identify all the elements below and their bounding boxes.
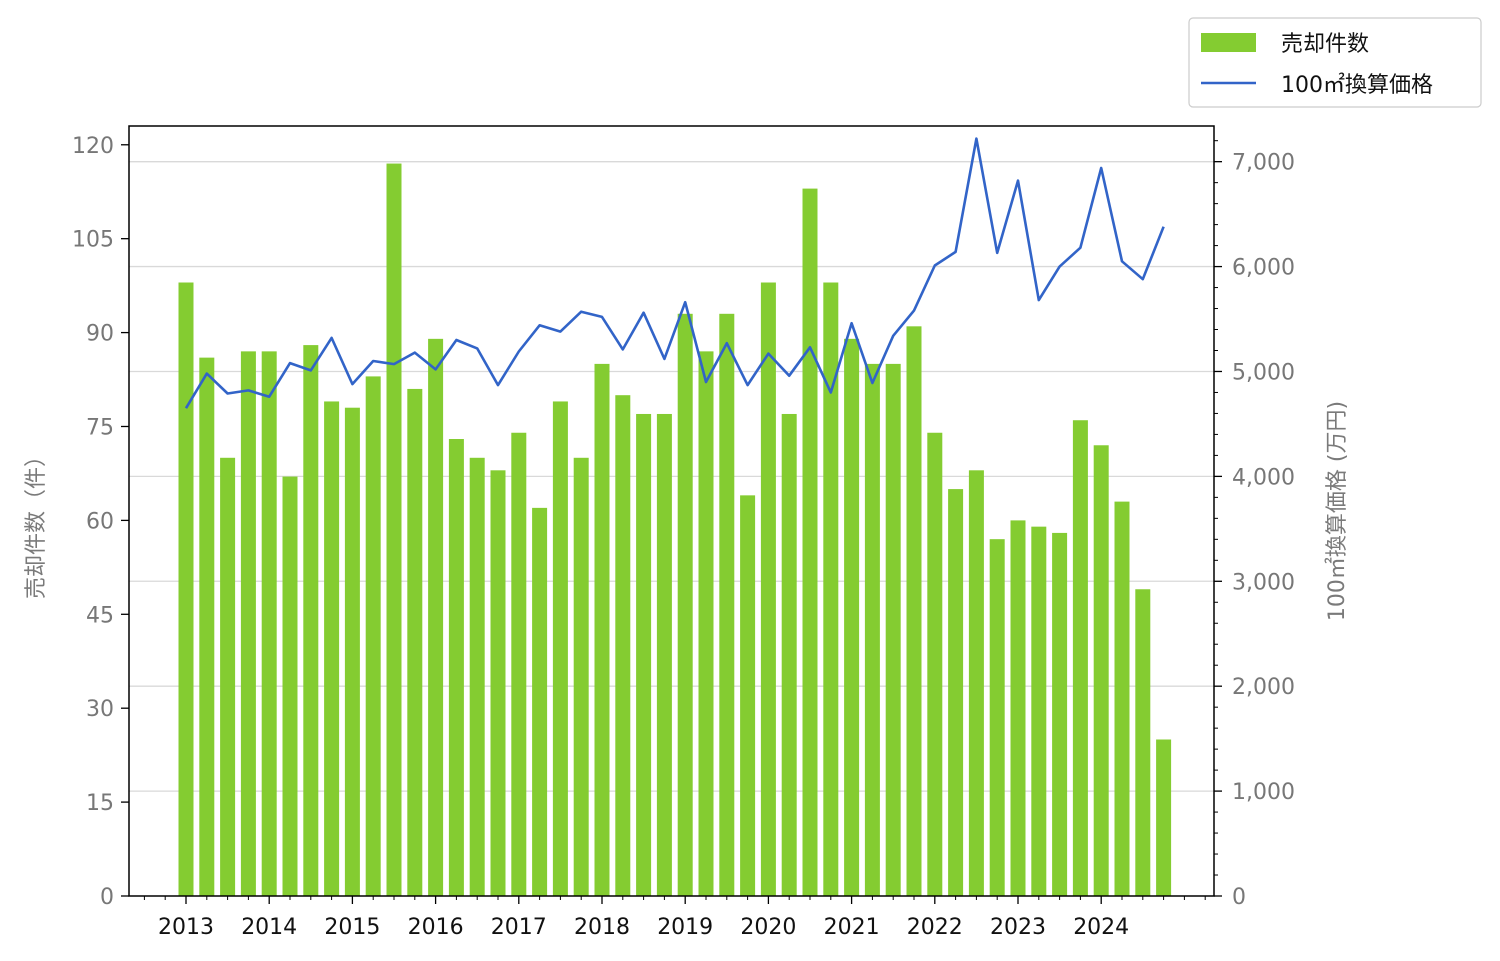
bar bbox=[948, 489, 964, 896]
bar bbox=[802, 188, 818, 896]
bar bbox=[594, 363, 610, 896]
right-tick-label: 4,000 bbox=[1232, 465, 1295, 490]
left-tick-label: 120 bbox=[72, 134, 114, 159]
bar bbox=[428, 338, 444, 896]
right-tick-label: 0 bbox=[1232, 885, 1246, 910]
x-tick-label: 2021 bbox=[824, 915, 880, 940]
bar bbox=[698, 351, 714, 896]
right-tick-label: 2,000 bbox=[1232, 675, 1295, 700]
bar bbox=[636, 413, 652, 896]
left-tick-label: 75 bbox=[86, 415, 114, 440]
left-tick-label: 0 bbox=[100, 885, 114, 910]
bar bbox=[469, 457, 485, 896]
bar bbox=[303, 345, 319, 896]
bar bbox=[885, 363, 901, 896]
bar bbox=[573, 457, 589, 896]
bar bbox=[344, 407, 360, 896]
bar bbox=[1072, 420, 1088, 896]
bar bbox=[823, 282, 839, 897]
left-axis-label: 売却件数（件） bbox=[24, 445, 49, 599]
bars bbox=[178, 163, 1172, 897]
bar bbox=[199, 357, 215, 897]
x-tick-label: 2019 bbox=[657, 915, 713, 940]
bar bbox=[781, 413, 797, 896]
bar bbox=[552, 401, 568, 896]
bar bbox=[615, 395, 631, 896]
bar bbox=[1010, 520, 1026, 896]
bar bbox=[719, 313, 735, 896]
bar bbox=[677, 313, 693, 896]
x-tick-label: 2016 bbox=[408, 915, 464, 940]
legend-bar-swatch bbox=[1201, 33, 1256, 52]
left-axis: 0 15 30 45 60 75 90 105 120 bbox=[72, 134, 129, 910]
price-line bbox=[184, 137, 1165, 409]
left-tick-label: 30 bbox=[86, 697, 114, 722]
left-tick-label: 15 bbox=[86, 791, 114, 816]
left-tick-label: 105 bbox=[72, 228, 114, 253]
bar bbox=[844, 338, 860, 896]
bar bbox=[1031, 526, 1047, 896]
bar bbox=[220, 457, 236, 896]
bar bbox=[968, 470, 984, 896]
bar bbox=[1114, 501, 1130, 896]
bar bbox=[864, 363, 880, 896]
left-tick-label: 60 bbox=[86, 509, 114, 534]
bar bbox=[448, 439, 464, 896]
x-tick-label: 2014 bbox=[241, 915, 297, 940]
bar bbox=[324, 401, 340, 896]
x-tick-label: 2024 bbox=[1073, 915, 1129, 940]
x-tick-label: 2020 bbox=[740, 915, 796, 940]
x-tick-label: 2015 bbox=[324, 915, 380, 940]
right-tick-label: 1,000 bbox=[1232, 780, 1295, 805]
x-axis: 2013 2014 2015 2016 2017 2018 2019 2020 2021 2022… bbox=[143, 896, 1206, 940]
bar bbox=[760, 282, 776, 897]
right-tick-label: 6,000 bbox=[1232, 256, 1295, 281]
bar bbox=[927, 432, 943, 896]
bar bbox=[989, 539, 1005, 896]
bar bbox=[386, 163, 402, 896]
legend-label-bars: 売却件数 bbox=[1281, 32, 1369, 57]
bar bbox=[906, 326, 922, 896]
x-tick-label: 2017 bbox=[491, 915, 547, 940]
bar bbox=[178, 282, 194, 897]
x-tick-label: 2023 bbox=[990, 915, 1046, 940]
bar bbox=[407, 388, 423, 896]
right-axis: 0 1,000 2,000 3,000 4,000 5,000 6,000 7,000 bbox=[1214, 140, 1295, 910]
legend-label-line: 100㎡換算価格 bbox=[1281, 72, 1433, 98]
bar bbox=[511, 432, 527, 896]
left-tick-label: 45 bbox=[86, 603, 114, 628]
x-tick-label: 2018 bbox=[574, 915, 630, 940]
bar bbox=[656, 413, 672, 896]
bar bbox=[740, 495, 756, 896]
x-tick-label: 2013 bbox=[158, 915, 214, 940]
x-tick-label: 2022 bbox=[907, 915, 963, 940]
legend: 売却件数 100㎡換算価格 bbox=[1188, 17, 1482, 108]
bar bbox=[1135, 589, 1151, 896]
right-axis-label: 100㎡換算価格 (万円) bbox=[1324, 401, 1350, 621]
bar bbox=[282, 476, 298, 896]
legend-box bbox=[1188, 17, 1482, 108]
plot-frame bbox=[128, 125, 1215, 897]
bar bbox=[490, 470, 506, 896]
bar bbox=[1052, 532, 1068, 896]
bar bbox=[240, 351, 256, 896]
right-tick-label: 3,000 bbox=[1232, 570, 1295, 595]
right-tick-label: 7,000 bbox=[1232, 151, 1295, 176]
right-tick-label: 5,000 bbox=[1232, 360, 1295, 385]
bar bbox=[1156, 739, 1172, 896]
bar bbox=[261, 351, 277, 896]
bar bbox=[1093, 445, 1109, 896]
bar bbox=[532, 507, 548, 896]
left-tick-label: 90 bbox=[86, 322, 114, 347]
bar bbox=[365, 376, 381, 896]
